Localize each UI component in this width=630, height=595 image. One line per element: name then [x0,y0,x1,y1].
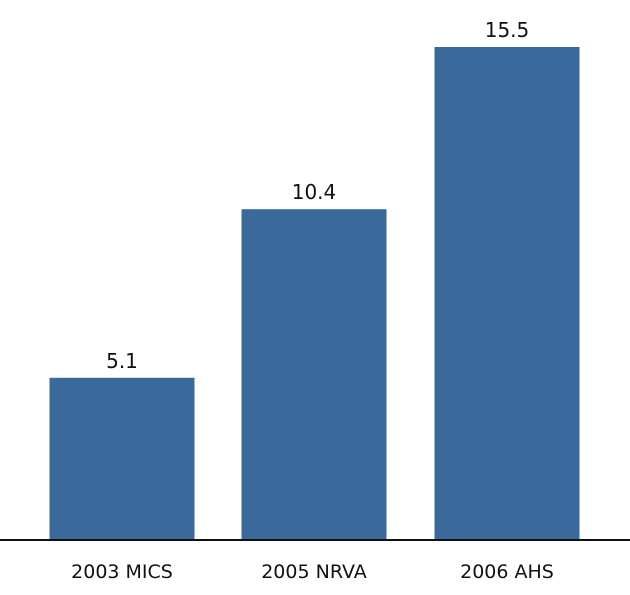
bar-1 [49,377,195,540]
bar-value-label-1: 5.1 [106,349,138,373]
category-label-1: 2003 MICS [71,561,173,583]
category-label-2: 2005 NRVA [261,561,367,583]
bar-3 [434,47,580,540]
bar-2 [241,209,387,541]
bar-value-label-2: 10.4 [292,180,337,204]
value-labels-layer: 5.1 10.4 15.5 [106,18,529,373]
category-label-3: 2006 AHS [460,561,554,583]
category-labels-layer: 2003 MICS 2005 NRVA 2006 AHS [71,561,554,583]
bar-value-label-3: 15.5 [485,18,530,42]
bars-layer [49,47,580,541]
